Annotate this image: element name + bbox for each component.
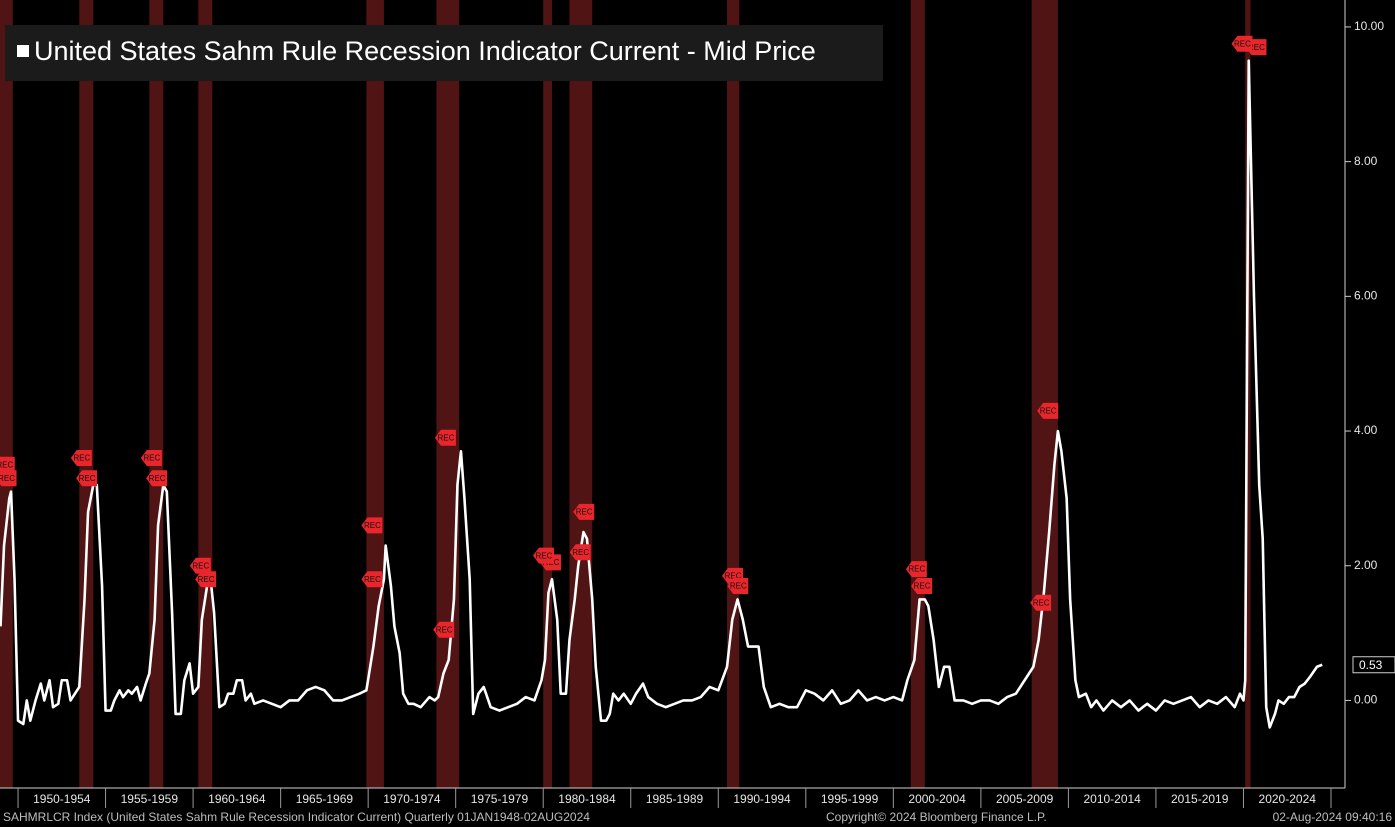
rec-marker [905, 561, 927, 578]
legend-swatch [17, 45, 29, 57]
x-tick-label: 1995-1999 [821, 792, 879, 806]
rec-label: REC [536, 551, 553, 560]
legend-label: United States Sahm Rule Recession Indica… [34, 36, 816, 66]
rec-label: REC [576, 507, 593, 516]
rec-label: REC [437, 433, 454, 442]
y-tick-label: 0.00 [1354, 693, 1378, 707]
rec-marker [189, 557, 211, 574]
x-tick-label: 2015-2019 [1171, 792, 1229, 806]
x-tick-label: 1990-1994 [733, 792, 791, 806]
recession-band [0, 0, 13, 788]
recession-band [436, 0, 460, 788]
rec-marker [1231, 35, 1253, 52]
footer-bar [0, 810, 1395, 827]
rec-marker [727, 577, 749, 594]
x-axis-band [0, 788, 1395, 810]
rec-label: REC [914, 582, 931, 591]
rec-marker [434, 429, 456, 446]
x-tick-label: 1980-1984 [558, 792, 616, 806]
x-tick-label: 2005-2009 [996, 792, 1054, 806]
y-tick-label: 2.00 [1354, 558, 1378, 572]
recession-band [727, 0, 740, 788]
recession-band [79, 0, 94, 788]
last-value-label: 0.53 [1359, 658, 1383, 672]
legend-box [5, 25, 883, 81]
footer-left: SAHMRLCR Index (United States Sahm Rule … [3, 810, 590, 824]
rec-label: REC [0, 460, 13, 469]
y-tick-label: 6.00 [1354, 289, 1378, 303]
rec-label: REC [149, 474, 166, 483]
recession-band [149, 0, 164, 788]
rec-label: REC [1234, 39, 1251, 48]
recession-band [543, 0, 552, 788]
last-value-box [1352, 656, 1395, 674]
x-tick-label: 1960-1964 [208, 792, 266, 806]
rec-label: REC [1033, 598, 1050, 607]
recession-band [366, 0, 384, 788]
recession-band [910, 0, 925, 788]
rec-marker [569, 544, 591, 561]
rec-label: REC [0, 474, 15, 483]
footer-right: 02-Aug-2024 09:40:16 [1273, 810, 1393, 824]
rec-marker [433, 621, 455, 638]
rec-marker [0, 456, 15, 473]
rec-label: REC [364, 521, 381, 530]
x-tick-label: 1970-1974 [383, 792, 441, 806]
rec-marker [146, 470, 168, 487]
rec-marker [361, 571, 383, 588]
rec-label: REC [79, 474, 96, 483]
rec-marker [140, 449, 162, 466]
y-tick-label: 10.00 [1354, 19, 1384, 33]
rec-label: REC [436, 625, 453, 634]
rec-marker [76, 470, 98, 487]
rec-marker [532, 547, 554, 564]
rec-label: REC [1248, 43, 1265, 52]
rec-marker [1037, 402, 1059, 419]
x-tick-label: 1985-1989 [646, 792, 704, 806]
rec-marker [1030, 594, 1052, 611]
rec-label: REC [1040, 406, 1057, 415]
recession-band [198, 0, 213, 788]
rec-label: REC [192, 561, 209, 570]
x-tick-label: 2010-2014 [1083, 792, 1141, 806]
rec-marker [911, 577, 933, 594]
x-tick-label: 2020-2024 [1259, 792, 1317, 806]
footer-center: Copyright© 2024 Bloomberg Finance L.P. [826, 810, 1047, 824]
rec-label: REC [730, 582, 747, 591]
rec-marker [195, 571, 217, 588]
rec-marker [70, 449, 92, 466]
rec-marker [0, 470, 17, 487]
y-tick-label: 8.00 [1354, 154, 1378, 168]
y-tick-label: 4.00 [1354, 423, 1378, 437]
x-tick-label: 1975-1979 [471, 792, 529, 806]
recession-band [1031, 0, 1058, 788]
recession-band [569, 0, 593, 788]
x-tick-label: 1955-1959 [121, 792, 179, 806]
rec-label: REC [73, 454, 90, 463]
rec-label: REC [572, 548, 589, 557]
rec-label: REC [364, 575, 381, 584]
rec-label: REC [725, 571, 742, 580]
rec-marker [361, 517, 383, 534]
x-tick-label: 1950-1954 [33, 792, 91, 806]
rec-label: REC [198, 575, 215, 584]
x-tick-label: 2000-2004 [908, 792, 966, 806]
rec-marker [573, 503, 595, 520]
rec-label: REC [908, 565, 925, 574]
rec-label: REC [143, 454, 160, 463]
x-tick-label: 1965-1969 [296, 792, 354, 806]
